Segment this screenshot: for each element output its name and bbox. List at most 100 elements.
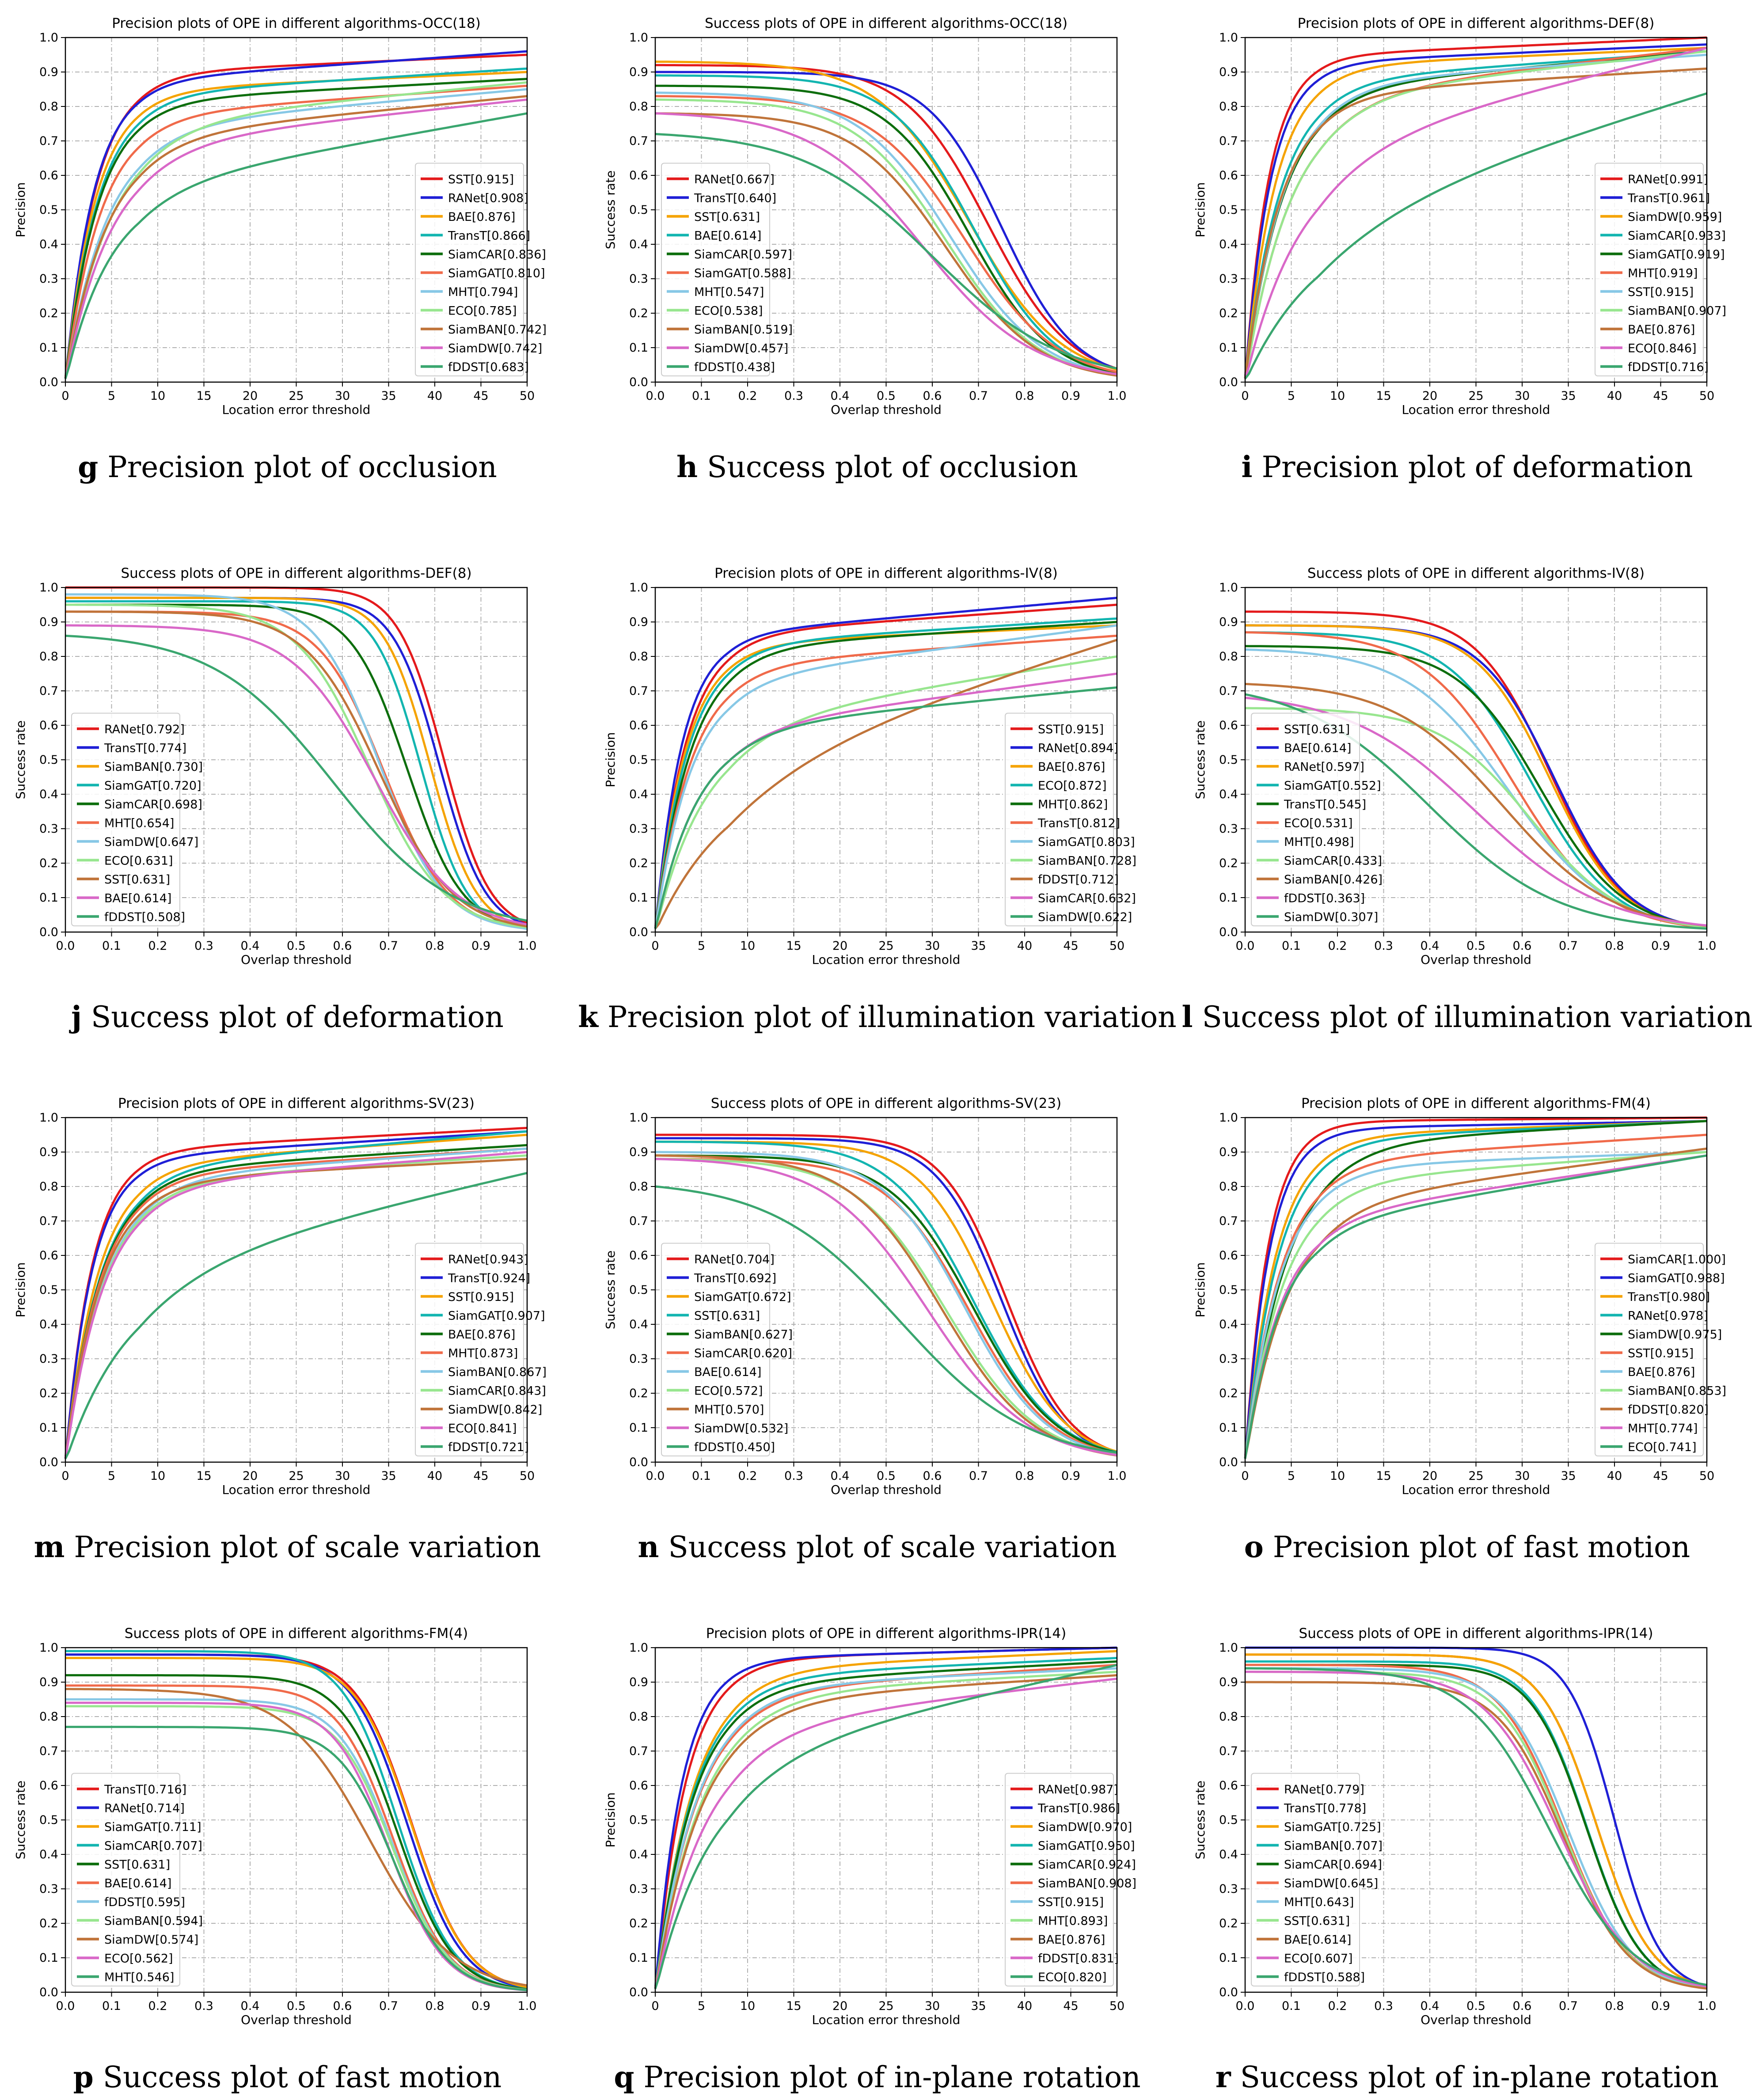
series-line: [1244, 43, 1707, 379]
legend-entry: ECO[0.531]: [1284, 816, 1353, 830]
x-tick-label: 25: [289, 389, 304, 403]
y-tick-label: 0.1: [629, 1951, 648, 1965]
legend-entry: fDDST[0.831]: [1038, 1952, 1119, 1965]
legend-entry: SiamCAR[0.433]: [1284, 854, 1382, 868]
legend-entry: fDDST[0.712]: [1038, 873, 1119, 887]
legend-entry: TransT[0.774]: [104, 741, 186, 755]
figure-caption: i Precision plot of deformation: [1242, 450, 1693, 484]
caption-space: [598, 1000, 608, 1034]
x-tick-label: 0.5: [1466, 939, 1485, 953]
series-line: [1244, 1154, 1707, 1459]
legend-entry: MHT[0.570]: [694, 1403, 764, 1417]
y-tick-label: 1.0: [1219, 1111, 1238, 1125]
legend-entry: TransT[0.961]: [1627, 191, 1710, 205]
legend-entry: RANet[0.667]: [694, 173, 775, 186]
caption-text: Precision plot of deformation: [1262, 450, 1693, 484]
series-line: [64, 67, 528, 379]
x-tick-label: 45: [473, 1469, 488, 1483]
legend-entry: fDDST[0.363]: [1284, 891, 1365, 905]
y-axis-label: Precision: [13, 1262, 28, 1318]
y-tick-label: 0.2: [39, 857, 58, 870]
series-line: [655, 1151, 1117, 1456]
series-line: [655, 1154, 1117, 1454]
legend-entry: fDDST[0.683]: [448, 360, 529, 374]
x-tick-label: 0.4: [1421, 1999, 1440, 2013]
x-tick-label: 0.4: [831, 1469, 850, 1483]
x-tick-label: 20: [832, 939, 847, 953]
caption-letter: p: [73, 2060, 94, 2094]
y-tick-label: 0.0: [1219, 1986, 1238, 1999]
series-line: [655, 95, 1117, 373]
y-tick-label: 0.4: [39, 788, 58, 801]
series-line: [655, 1141, 1117, 1453]
legend-entry: SiamDW[0.622]: [1038, 910, 1132, 924]
chart-title: Precision plots of OPE in different algo…: [112, 15, 481, 31]
chart-title: Success plots of OPE in different algori…: [711, 1095, 1061, 1111]
legend-entry: RANet[0.704]: [694, 1253, 775, 1266]
series-line: [1245, 624, 1707, 929]
series-line: [654, 1650, 1117, 1989]
y-tick-label: 0.9: [1219, 1145, 1238, 1159]
y-tick-label: 0.8: [629, 100, 648, 114]
legend-entry: SST[0.631]: [694, 1309, 760, 1323]
series-line: [655, 1185, 1117, 1454]
legend-entry: MHT[0.498]: [1284, 835, 1354, 849]
legend-entry: SST[0.915]: [1628, 1346, 1694, 1360]
legend-entry: ECO[0.631]: [104, 854, 173, 868]
legend-entry: SiamCAR[0.843]: [448, 1384, 546, 1398]
legend-entry: RANet[0.597]: [1284, 760, 1364, 774]
y-tick-label: 0.3: [39, 1352, 58, 1366]
legend-entry: SiamDW[0.574]: [104, 1933, 198, 1947]
x-tick-label: 45: [473, 389, 488, 403]
x-tick-label: 40: [1017, 939, 1032, 953]
x-tick-label: 45: [1653, 1469, 1668, 1483]
series-line: [1244, 47, 1707, 379]
legend: RANet[0.987] TransT[0.986] SiamDW[0.970] Si…: [1005, 1773, 1136, 1986]
y-tick-label: 0.3: [1219, 1352, 1238, 1366]
x-tick-label: 35: [381, 389, 396, 403]
y-tick-label: 0.9: [1219, 615, 1238, 629]
legend-entry: SiamGAT[0.988]: [1628, 1271, 1725, 1285]
legend-entry: MHT[0.774]: [1628, 1421, 1698, 1435]
caption-text: Success plot of fast motion: [103, 2060, 502, 2094]
x-tick-label: 25: [1468, 389, 1483, 403]
legend-entry: SiamGAT[0.950]: [1038, 1839, 1135, 1853]
x-tick-label: 0.2: [148, 939, 167, 953]
caption-letter: j: [69, 1000, 82, 1034]
caption-text: Precision plot of fast motion: [1273, 1530, 1690, 1564]
series-line: [655, 74, 1117, 374]
x-tick-label: 0: [61, 1469, 69, 1483]
x-tick-label: 0.6: [923, 389, 942, 403]
legend-entry: SiamDW[0.975]: [1628, 1328, 1722, 1342]
x-tick-label: 0.7: [969, 389, 988, 403]
x-tick-label: 10: [150, 1469, 165, 1483]
y-tick-label: 0.1: [39, 341, 58, 355]
x-tick-label: 0.1: [1282, 939, 1301, 953]
series-line: [64, 84, 528, 379]
y-axis-label: Precision: [13, 182, 28, 238]
legend-entry: SiamCAR[0.597]: [694, 248, 792, 262]
legend-entry: BAE[0.876]: [448, 210, 515, 224]
plot-frame: [65, 37, 528, 383]
y-tick-label: 0.7: [629, 134, 648, 148]
legend-entry: TransT[0.716]: [104, 1783, 186, 1797]
x-tick-label: 25: [878, 1999, 893, 2013]
legend-entry: RANet[0.943]: [448, 1253, 528, 1266]
x-tick-label: 50: [1699, 1469, 1714, 1483]
y-tick-label: 0.0: [39, 375, 58, 389]
series-line: [64, 1151, 528, 1459]
y-tick-label: 0.6: [39, 1779, 58, 1793]
x-tick-label: 0.8: [425, 1999, 444, 2013]
legend-entry: RANet[0.894]: [1038, 741, 1118, 755]
legend-entry: SiamBAN[0.867]: [448, 1365, 547, 1379]
y-tick-label: 0.0: [39, 1986, 58, 1999]
y-tick-label: 0.3: [629, 1882, 648, 1896]
legend-entry: SiamCAR[1.000]: [1628, 1253, 1726, 1266]
series-line: [64, 1130, 528, 1459]
y-tick-label: 0.9: [39, 615, 58, 629]
legend-entry: TransT[0.924]: [448, 1271, 530, 1285]
y-tick-label: 0.1: [629, 1421, 648, 1435]
x-tick-label: 0.1: [692, 1469, 711, 1483]
caption-letter: n: [638, 1530, 659, 1564]
